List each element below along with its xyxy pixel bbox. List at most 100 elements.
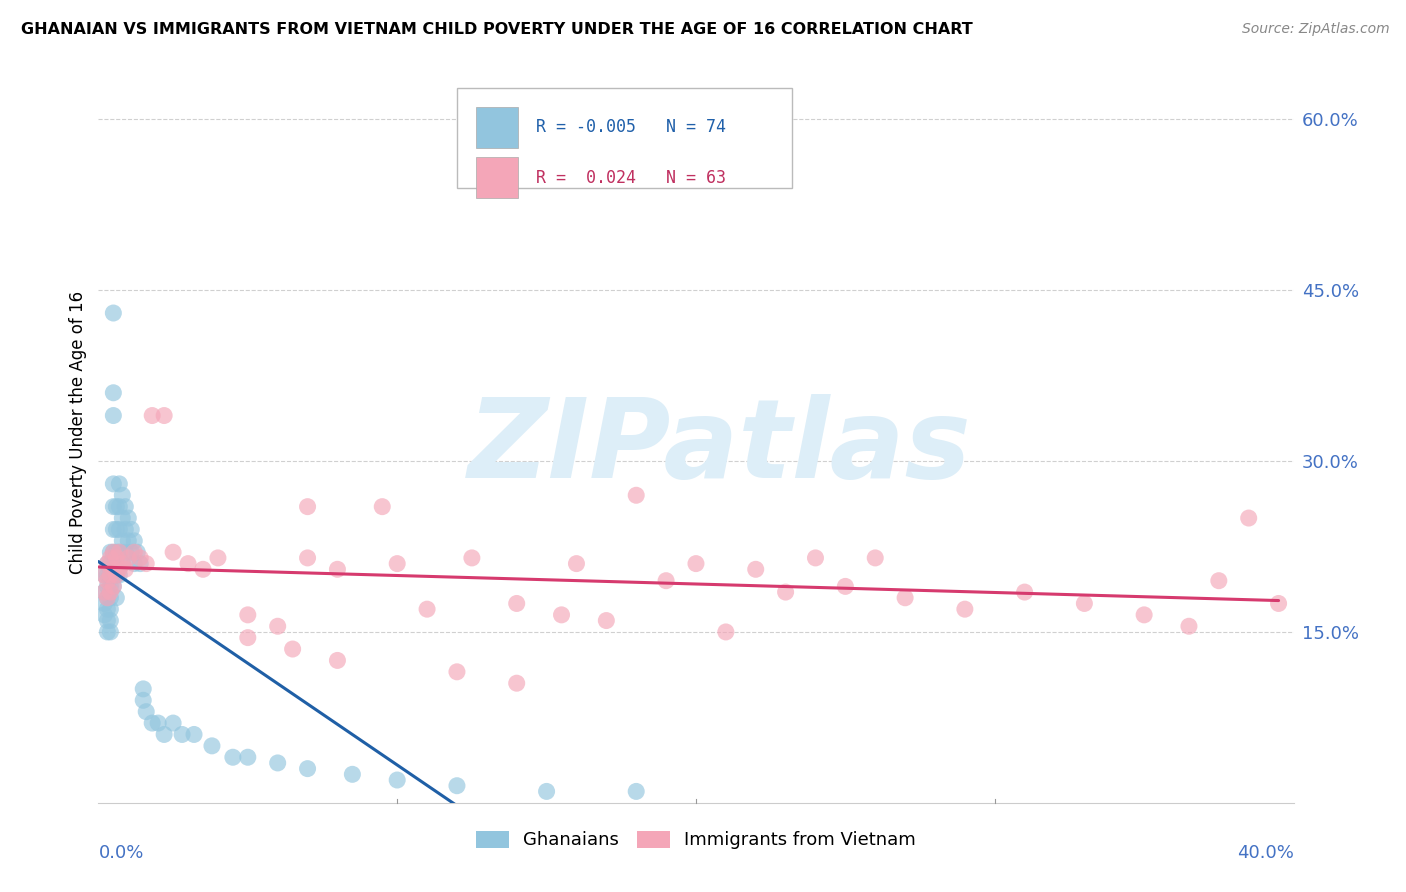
Point bbox=[98, 579, 122, 593]
Point bbox=[1237, 511, 1260, 525]
Point bbox=[117, 550, 139, 565]
Point bbox=[96, 557, 118, 571]
Point bbox=[93, 607, 115, 622]
Point bbox=[105, 545, 128, 559]
Point bbox=[129, 557, 152, 571]
Point bbox=[105, 557, 128, 571]
Point bbox=[745, 562, 768, 576]
Point bbox=[108, 545, 131, 559]
Point bbox=[385, 557, 409, 571]
Point bbox=[141, 409, 163, 423]
Point bbox=[103, 409, 125, 423]
Point bbox=[297, 500, 319, 514]
Point bbox=[103, 557, 125, 571]
Point bbox=[98, 550, 122, 565]
Point bbox=[105, 550, 128, 565]
Point bbox=[114, 500, 136, 514]
Point bbox=[105, 568, 128, 582]
Point bbox=[96, 614, 118, 628]
Bar bbox=[477, 157, 517, 198]
Point bbox=[108, 523, 131, 537]
Point bbox=[120, 523, 142, 537]
Text: 0.0%: 0.0% bbox=[98, 844, 143, 862]
Point bbox=[141, 716, 163, 731]
Point bbox=[655, 574, 678, 588]
Point bbox=[108, 500, 131, 514]
Point bbox=[98, 545, 122, 559]
Text: R = -0.005   N = 74: R = -0.005 N = 74 bbox=[536, 119, 725, 136]
Point bbox=[153, 727, 176, 741]
Point bbox=[222, 750, 245, 764]
Point bbox=[103, 476, 125, 491]
Point bbox=[129, 550, 152, 565]
Point bbox=[105, 523, 128, 537]
Point bbox=[114, 562, 136, 576]
Point bbox=[416, 602, 439, 616]
FancyBboxPatch shape bbox=[457, 88, 792, 188]
Point bbox=[371, 500, 394, 514]
Point bbox=[236, 750, 259, 764]
Point bbox=[111, 511, 134, 525]
Point bbox=[446, 665, 468, 679]
Point bbox=[1208, 574, 1230, 588]
Point bbox=[1133, 607, 1156, 622]
Point bbox=[103, 545, 125, 559]
Point bbox=[183, 727, 205, 741]
Legend: Ghanaians, Immigrants from Vietnam: Ghanaians, Immigrants from Vietnam bbox=[470, 823, 922, 856]
Point bbox=[894, 591, 917, 605]
Point bbox=[98, 614, 122, 628]
Point bbox=[111, 557, 134, 571]
Point bbox=[536, 784, 558, 798]
Y-axis label: Child Poverty Under the Age of 16: Child Poverty Under the Age of 16 bbox=[69, 291, 87, 574]
Text: Source: ZipAtlas.com: Source: ZipAtlas.com bbox=[1241, 22, 1389, 37]
Point bbox=[98, 568, 122, 582]
Point bbox=[98, 624, 122, 639]
Point bbox=[775, 585, 797, 599]
Point bbox=[93, 568, 115, 582]
Text: GHANAIAN VS IMMIGRANTS FROM VIETNAM CHILD POVERTY UNDER THE AGE OF 16 CORRELATIO: GHANAIAN VS IMMIGRANTS FROM VIETNAM CHIL… bbox=[21, 22, 973, 37]
Point bbox=[626, 488, 648, 502]
Point bbox=[550, 607, 572, 622]
Point bbox=[135, 705, 157, 719]
Point bbox=[127, 545, 149, 559]
Point bbox=[103, 562, 125, 576]
Point bbox=[865, 550, 887, 565]
Point bbox=[834, 579, 856, 593]
Point bbox=[201, 739, 224, 753]
Point bbox=[1178, 619, 1201, 633]
Point bbox=[103, 545, 125, 559]
Point bbox=[96, 557, 118, 571]
Point bbox=[626, 784, 648, 798]
Point bbox=[96, 579, 118, 593]
Point bbox=[93, 568, 115, 582]
Point bbox=[108, 562, 131, 576]
Point bbox=[565, 557, 588, 571]
Point bbox=[953, 602, 976, 616]
Point bbox=[108, 568, 131, 582]
Point bbox=[105, 500, 128, 514]
Point bbox=[132, 681, 155, 696]
Point bbox=[96, 591, 118, 605]
Point bbox=[124, 545, 146, 559]
Point bbox=[103, 579, 125, 593]
Point bbox=[93, 597, 115, 611]
Point bbox=[153, 409, 176, 423]
Point bbox=[1267, 597, 1289, 611]
Point bbox=[148, 716, 170, 731]
Point bbox=[98, 602, 122, 616]
Point bbox=[506, 676, 529, 690]
Point bbox=[124, 533, 146, 548]
Point bbox=[111, 488, 134, 502]
Point bbox=[207, 550, 229, 565]
Point bbox=[108, 476, 131, 491]
Point bbox=[297, 762, 319, 776]
Point bbox=[172, 727, 194, 741]
Point bbox=[236, 607, 259, 622]
Point bbox=[103, 500, 125, 514]
Point bbox=[191, 562, 214, 576]
Point bbox=[103, 385, 125, 400]
Point bbox=[297, 550, 319, 565]
Point bbox=[103, 306, 125, 320]
Point bbox=[103, 579, 125, 593]
Point bbox=[114, 545, 136, 559]
